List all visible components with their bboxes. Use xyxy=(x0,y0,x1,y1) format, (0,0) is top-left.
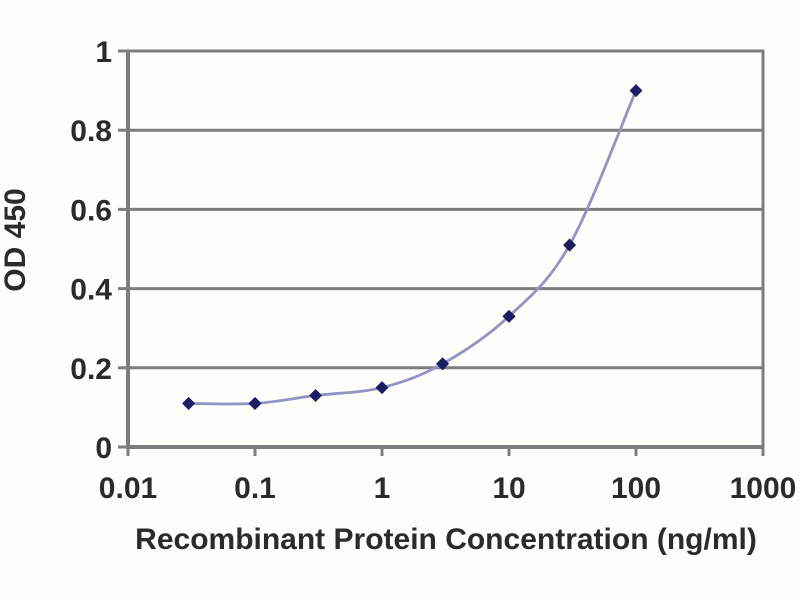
x-tick-label: 1000 xyxy=(730,472,797,505)
y-tick-label: 0.8 xyxy=(70,115,112,148)
x-axis-title: Recombinant Protein Concentration (ng/ml… xyxy=(135,523,757,556)
y-tick-label: 0.4 xyxy=(70,274,112,307)
data-point-marker xyxy=(502,310,516,323)
y-tick-label: 0 xyxy=(95,432,112,465)
y-tick-label: 1 xyxy=(95,36,112,69)
y-tick-label: 0.2 xyxy=(70,353,112,386)
x-tick-label: 100 xyxy=(611,472,661,505)
plot-border xyxy=(126,49,765,449)
y-tick-label: 0.6 xyxy=(70,194,112,227)
data-point-marker xyxy=(182,397,195,410)
x-tick-label: 0.01 xyxy=(99,472,157,505)
data-point-marker xyxy=(375,381,389,394)
data-point-marker xyxy=(309,389,322,402)
data-point-marker xyxy=(629,84,643,97)
x-tick-label: 10 xyxy=(492,472,525,505)
data-point-marker xyxy=(436,357,449,371)
data-point-marker xyxy=(248,397,262,410)
x-tick-label: 0.1 xyxy=(234,472,276,505)
y-axis-title: OD 450 xyxy=(0,188,32,292)
x-tick-label: 1 xyxy=(374,472,391,505)
data-point-marker xyxy=(563,238,576,252)
